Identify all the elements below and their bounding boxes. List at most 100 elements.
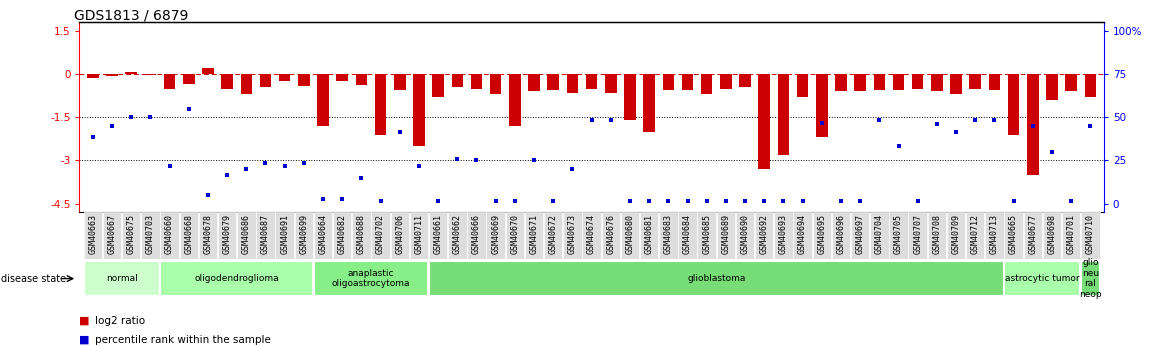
- Bar: [1004, 212, 1023, 259]
- Bar: [298, 74, 310, 86]
- Bar: [679, 212, 696, 259]
- Text: GSM40669: GSM40669: [492, 214, 500, 254]
- Bar: [241, 74, 252, 94]
- Bar: [966, 212, 985, 259]
- Bar: [1043, 212, 1062, 259]
- Text: GDS1813 / 6879: GDS1813 / 6879: [75, 8, 189, 22]
- Bar: [662, 74, 674, 90]
- Text: GSM40694: GSM40694: [798, 214, 807, 254]
- Text: ■: ■: [79, 316, 90, 326]
- Bar: [390, 212, 409, 259]
- Bar: [1065, 74, 1077, 91]
- Bar: [870, 212, 889, 259]
- Text: GSM40677: GSM40677: [1028, 214, 1037, 254]
- Bar: [84, 261, 160, 296]
- Bar: [413, 74, 425, 146]
- Text: GSM40696: GSM40696: [836, 214, 846, 254]
- Bar: [892, 74, 904, 90]
- Bar: [566, 74, 578, 93]
- Bar: [739, 74, 751, 87]
- Bar: [1004, 261, 1080, 296]
- Text: GSM40709: GSM40709: [952, 214, 960, 254]
- Bar: [180, 212, 197, 259]
- Bar: [410, 212, 429, 259]
- Bar: [563, 212, 582, 259]
- Text: ■: ■: [79, 335, 90, 345]
- Text: GSM40672: GSM40672: [549, 214, 558, 254]
- Text: GSM40708: GSM40708: [932, 214, 941, 254]
- Bar: [624, 74, 635, 120]
- Text: GSM40680: GSM40680: [625, 214, 634, 254]
- Bar: [164, 74, 175, 89]
- Bar: [969, 74, 981, 89]
- Bar: [797, 74, 808, 97]
- Bar: [318, 74, 329, 126]
- Text: GSM40702: GSM40702: [376, 214, 385, 254]
- Bar: [697, 212, 716, 259]
- Bar: [721, 74, 731, 89]
- Bar: [816, 74, 828, 137]
- Text: glioblastoma: glioblastoma: [687, 274, 745, 283]
- Text: GSM40699: GSM40699: [299, 214, 308, 254]
- Text: GSM40687: GSM40687: [260, 214, 270, 254]
- Bar: [160, 212, 179, 259]
- Text: GSM40671: GSM40671: [529, 214, 538, 254]
- Bar: [375, 74, 387, 135]
- Text: GSM40681: GSM40681: [645, 214, 654, 254]
- Bar: [602, 212, 620, 259]
- Bar: [605, 74, 617, 93]
- Text: GSM40685: GSM40685: [702, 214, 711, 254]
- Text: GSM40693: GSM40693: [779, 214, 788, 254]
- Bar: [1008, 74, 1020, 135]
- Bar: [336, 74, 348, 81]
- Text: GSM40674: GSM40674: [588, 214, 596, 254]
- Bar: [524, 212, 543, 259]
- Bar: [432, 74, 444, 97]
- Bar: [294, 212, 313, 259]
- Text: GSM40712: GSM40712: [971, 214, 980, 254]
- Bar: [927, 212, 946, 259]
- Text: GSM40679: GSM40679: [223, 214, 231, 254]
- Text: GSM40670: GSM40670: [510, 214, 520, 254]
- Bar: [682, 74, 694, 90]
- Text: GSM40667: GSM40667: [107, 214, 117, 254]
- Bar: [701, 74, 712, 94]
- Text: GSM40660: GSM40660: [165, 214, 174, 254]
- Text: GSM40689: GSM40689: [722, 214, 730, 254]
- Bar: [640, 212, 659, 259]
- Text: GSM40661: GSM40661: [433, 214, 443, 254]
- Text: GSM40664: GSM40664: [319, 214, 327, 254]
- Bar: [467, 212, 486, 259]
- Text: GSM40705: GSM40705: [894, 214, 903, 254]
- Bar: [314, 212, 332, 259]
- Text: GSM40707: GSM40707: [913, 214, 923, 254]
- Text: GSM40688: GSM40688: [357, 214, 366, 254]
- Bar: [1082, 212, 1099, 259]
- Bar: [1062, 212, 1080, 259]
- Bar: [774, 212, 793, 259]
- Bar: [874, 74, 885, 90]
- Bar: [620, 212, 639, 259]
- Bar: [755, 212, 773, 259]
- Bar: [452, 74, 463, 87]
- Bar: [394, 74, 405, 90]
- Text: GSM40704: GSM40704: [875, 214, 884, 254]
- Bar: [758, 74, 770, 169]
- Bar: [103, 212, 121, 259]
- Bar: [736, 212, 755, 259]
- Bar: [429, 212, 447, 259]
- Bar: [986, 212, 1003, 259]
- Bar: [931, 74, 943, 91]
- Bar: [218, 212, 236, 259]
- Bar: [988, 74, 1000, 90]
- Bar: [889, 212, 908, 259]
- Bar: [259, 74, 271, 87]
- Bar: [125, 72, 137, 74]
- Text: GSM40662: GSM40662: [453, 214, 461, 254]
- Text: GSM40701: GSM40701: [1066, 214, 1076, 254]
- Bar: [183, 74, 195, 84]
- Bar: [586, 74, 597, 89]
- Bar: [121, 212, 140, 259]
- Bar: [88, 74, 98, 78]
- Text: percentile rank within the sample: percentile rank within the sample: [95, 335, 271, 345]
